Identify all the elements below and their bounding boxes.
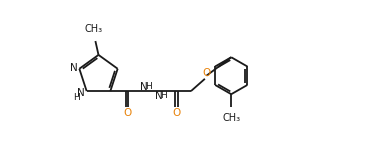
- Text: CH₃: CH₃: [85, 24, 103, 34]
- Text: O: O: [173, 108, 181, 118]
- Text: CH₃: CH₃: [222, 113, 240, 123]
- Text: N: N: [155, 91, 163, 101]
- Text: N: N: [140, 81, 147, 92]
- Text: H: H: [145, 82, 152, 91]
- Text: H: H: [161, 91, 167, 100]
- Text: H: H: [73, 93, 80, 102]
- Text: O: O: [123, 108, 131, 118]
- Text: N: N: [77, 88, 85, 98]
- Text: N: N: [70, 63, 78, 73]
- Text: O: O: [203, 68, 211, 78]
